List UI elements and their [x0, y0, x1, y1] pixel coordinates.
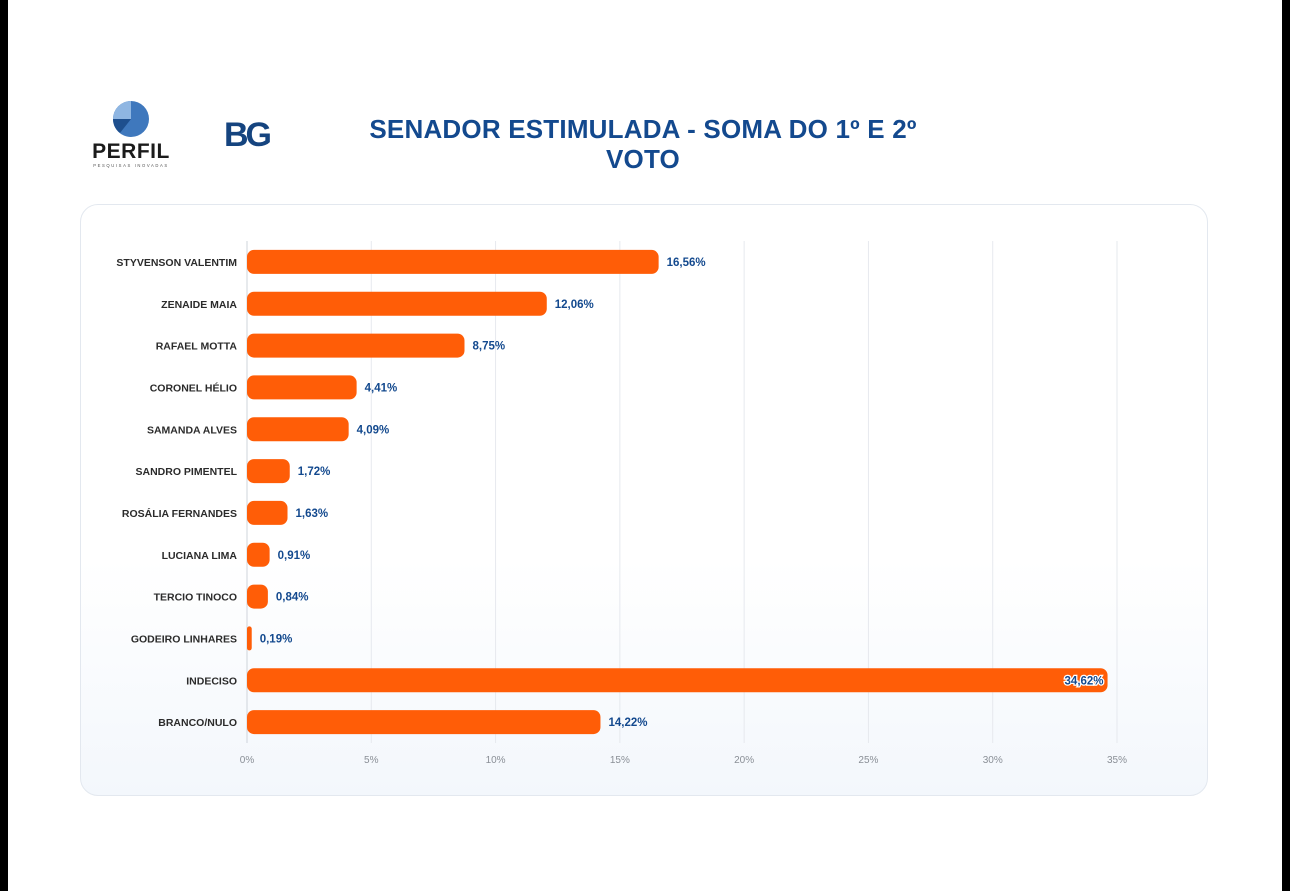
- bar: [247, 333, 465, 358]
- value-label: 16,56%: [667, 257, 706, 269]
- chart-card: 0% 5% 10% 15% 20% 25% 30% 35% STYVENSON VALENTI…: [80, 204, 1208, 796]
- value-label: 14,22%: [608, 717, 647, 729]
- category-label: SANDRO PIMENTEL: [135, 466, 237, 478]
- perfil-logo: PERFIL PESQUISAS INOVADAS: [78, 100, 184, 170]
- grid-lines: [246, 241, 1118, 743]
- perfil-logo-text: PERFIL: [92, 140, 170, 163]
- x-tick-label: 35%: [1107, 755, 1127, 766]
- x-tick-label: 20%: [734, 755, 754, 766]
- category-label: INDECISO: [186, 675, 237, 687]
- bar: [247, 291, 547, 316]
- value-label: 4,41%: [365, 382, 398, 394]
- value-label: 0,84%: [276, 592, 309, 604]
- bar-chart: 0% 5% 10% 15% 20% 25% 30% 35% STYVENSON VALENTI…: [116, 241, 1127, 766]
- x-tick-label: 25%: [858, 755, 878, 766]
- perfil-pie-icon: [113, 101, 149, 137]
- x-tick-label: 0%: [240, 755, 255, 766]
- x-tick-label: 10%: [486, 755, 506, 766]
- category-label: LUCIANA LIMA: [162, 550, 238, 562]
- bar: [247, 459, 290, 484]
- slide: PERFIL PESQUISAS INOVADAS BG SENADOR EST…: [8, 0, 1282, 891]
- value-label: 12,06%: [555, 299, 594, 311]
- x-axis-ticks: 0% 5% 10% 15% 20% 25% 30% 35%: [240, 755, 1127, 766]
- x-tick-label: 5%: [364, 755, 379, 766]
- value-label: 8,75%: [473, 341, 506, 353]
- x-tick-label: 15%: [610, 755, 630, 766]
- bg-logo-text: BG: [224, 116, 271, 154]
- title-line-1: SENADOR ESTIMULADA - SOMA DO 1º E 2º: [369, 114, 917, 144]
- bar: [247, 375, 357, 400]
- value-label: 0,91%: [278, 550, 311, 562]
- bg-logo: BG: [222, 114, 274, 154]
- bar: [247, 668, 1108, 693]
- bar: [247, 500, 288, 525]
- chart-title: SENADOR ESTIMULADA - SOMA DO 1º E 2º VOT…: [338, 114, 948, 174]
- category-label: STYVENSON VALENTIM: [116, 257, 237, 269]
- value-label: 4,09%: [357, 424, 390, 436]
- perfil-logo-tagline: PESQUISAS INOVADAS: [93, 163, 169, 168]
- bar: [247, 417, 349, 442]
- value-label: 1,72%: [298, 466, 331, 478]
- value-label: 0,19%: [260, 633, 293, 645]
- category-label: BRANCO/NULO: [158, 717, 237, 729]
- category-label: RAFAEL MOTTA: [156, 341, 238, 353]
- category-label: GODEIRO LINHARES: [131, 633, 237, 645]
- bar: [247, 584, 268, 609]
- title-line-2: VOTO: [605, 144, 680, 174]
- category-label: ROSÁLIA FERNANDES: [122, 507, 237, 520]
- value-label: 34,62%: [1065, 675, 1104, 687]
- bar: [247, 249, 659, 274]
- category-label: SAMANDA ALVES: [147, 424, 237, 436]
- bar: [247, 542, 270, 567]
- category-label: TERCIO TINOCO: [154, 592, 237, 604]
- bar: [247, 710, 601, 735]
- category-label: CORONEL HÉLIO: [150, 381, 237, 394]
- x-tick-label: 30%: [983, 755, 1003, 766]
- bars: STYVENSON VALENTIM 16,56% ZENAIDE MAIA 12,0…: [116, 249, 1108, 735]
- value-label: 1,63%: [296, 508, 329, 520]
- category-label: ZENAIDE MAIA: [161, 299, 237, 311]
- bar: [247, 626, 252, 651]
